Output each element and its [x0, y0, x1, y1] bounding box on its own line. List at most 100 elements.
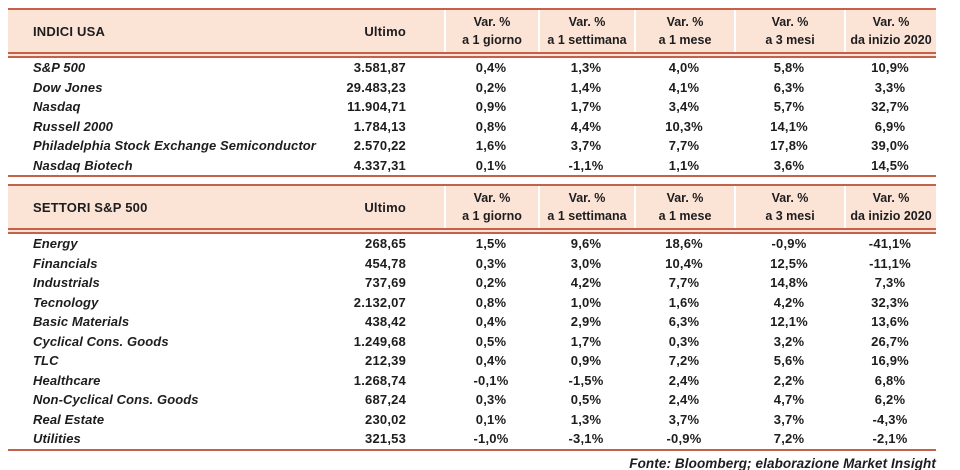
row-label: Basic Materials: [33, 314, 130, 330]
var-value: -2,1%: [872, 431, 908, 447]
var-value: 32,7%: [871, 99, 909, 115]
var-value: 2,4%: [668, 372, 700, 388]
var-value: -1,1%: [568, 157, 604, 173]
var-value: 14,1%: [770, 118, 808, 134]
var-value: 0,5%: [570, 392, 602, 408]
var-value: -1,5%: [568, 372, 604, 388]
column-header-var-1-settimana: Var. % a 1 settimana: [538, 10, 634, 52]
var-value: 4,1%: [668, 79, 700, 95]
var-value: 1,3%: [570, 411, 602, 427]
table-row: Tecnology 2.132,07 0,8% 1,0% 1,6% 4,2% 32,3%: [8, 293, 936, 313]
var-value: 2,9%: [570, 314, 602, 330]
var-value: 7,7%: [668, 138, 700, 154]
var-value: 3,7%: [773, 411, 805, 427]
settori-sp500-body: Energy 268,65 1,5% 9,6% 18,6% -0,9% -41,1% Fina…: [8, 234, 936, 451]
table-row: Cyclical Cons. Goods 1.249,68 0,5% 1,7% 0,3%…: [8, 332, 936, 352]
var-value: 0,1%: [475, 411, 507, 427]
var-value: 16,9%: [871, 353, 909, 369]
var-value: 0,3%: [475, 255, 507, 271]
var-value: 7,7%: [668, 275, 700, 291]
table-row: Energy 268,65 1,5% 9,6% 18,6% -0,9% -41,1%: [8, 234, 936, 254]
var-value: -4,3%: [872, 411, 908, 427]
var-value: 2,4%: [668, 392, 700, 408]
column-header-var-1-mese: Var. % a 1 mese: [634, 10, 734, 52]
var-value: 26,7%: [871, 333, 909, 349]
row-label: Tecnology: [33, 294, 99, 310]
var-value: 7,2%: [773, 431, 805, 447]
column-header-ultimo: Ultimo: [364, 199, 406, 215]
ultimo-value: 737,69: [365, 275, 406, 291]
ultimo-value: 29.483,23: [346, 79, 406, 95]
table-gap: [8, 177, 952, 184]
row-label: TLC: [33, 353, 59, 369]
row-label: Real Estate: [33, 411, 105, 427]
var-value: 39,0%: [871, 138, 909, 154]
indici-usa-header-row: INDICI USA Ultimo Var. % a 1 giorno Var.…: [8, 8, 936, 58]
var-value: 12,1%: [770, 314, 808, 330]
var-value: 1,3%: [570, 60, 602, 76]
table-row: Financials 454,78 0,3% 3,0% 10,4% 12,5% -11,1%: [8, 254, 936, 274]
var-value: -41,1%: [868, 236, 912, 252]
row-label: Energy: [33, 236, 78, 252]
var-value: 10,3%: [665, 118, 703, 134]
var-value: -0,9%: [771, 236, 807, 252]
var-value: 18,6%: [665, 236, 703, 252]
var-value: 6,9%: [874, 118, 906, 134]
row-label: Philadelphia Stock Exchange Semiconducto…: [33, 138, 316, 154]
var-value: 5,6%: [773, 353, 805, 369]
var-value: 10,4%: [665, 255, 703, 271]
row-label: Russell 2000: [33, 118, 113, 134]
var-value: 6,3%: [668, 314, 700, 330]
ultimo-value: 1.249,68: [353, 333, 406, 349]
ultimo-value: 454,78: [365, 255, 406, 271]
column-header-var-3-mesi: Var. % a 3 mesi: [734, 10, 844, 52]
var-value: -3,1%: [568, 431, 604, 447]
var-value: 9,6%: [570, 236, 602, 252]
ultimo-value: 212,39: [365, 353, 406, 369]
var-value: 4,4%: [570, 118, 602, 134]
var-value: 4,2%: [773, 294, 805, 310]
var-value: 0,9%: [475, 99, 507, 115]
column-header-var-3-mesi: Var. % a 3 mesi: [734, 186, 844, 228]
table-row: Nasdaq Biotech 4.337,31 0,1% -1,1% 1,1% 3,6% 1…: [8, 156, 936, 176]
var-value: 1,5%: [475, 236, 507, 252]
indici-usa-body: S&P 500 3.581,87 0,4% 1,3% 4,0% 5,8% 10,9% Dow …: [8, 58, 936, 177]
ultimo-value: 1.268,74: [353, 372, 406, 388]
var-value: 0,8%: [475, 118, 507, 134]
ultimo-value: 3.581,87: [353, 60, 406, 76]
table-title: INDICI USA: [33, 23, 106, 39]
row-label: Nasdaq: [33, 99, 81, 115]
var-value: 0,4%: [475, 353, 507, 369]
var-value: 3,0%: [570, 255, 602, 271]
var-value: 0,3%: [668, 333, 700, 349]
var-value: 4,2%: [570, 275, 602, 291]
var-value: 0,4%: [475, 314, 507, 330]
ultimo-value: 1.784,13: [353, 118, 406, 134]
table-row: Real Estate 230,02 0,1% 1,3% 3,7% 3,7% -4,3%: [8, 410, 936, 430]
var-value: -1,0%: [473, 431, 509, 447]
column-header-var-1-mese: Var. % a 1 mese: [634, 186, 734, 228]
var-value: 7,2%: [668, 353, 700, 369]
var-value: 3,2%: [773, 333, 805, 349]
table-row: Non-Cyclical Cons. Goods 687,24 0,3% 0,5% 2,…: [8, 390, 936, 410]
var-value: 0,3%: [475, 392, 507, 408]
settori-sp500-table: SETTORI S&P 500 Ultimo Var. % a 1 giorno…: [8, 184, 936, 451]
table-row: Utilities 321,53 -1,0% -3,1% -0,9% 7,2% -2,1%: [8, 429, 936, 449]
table-row: Nasdaq 11.904,71 0,9% 1,7% 3,4% 5,7% 32,7%: [8, 97, 936, 117]
ultimo-value: 438,42: [365, 314, 406, 330]
var-value: 0,8%: [475, 294, 507, 310]
var-value: 0,1%: [475, 157, 507, 173]
var-value: 10,9%: [871, 60, 909, 76]
ultimo-value: 687,24: [365, 392, 406, 408]
ultimo-value: 2.570,22: [353, 138, 406, 154]
var-value: 1,0%: [570, 294, 602, 310]
source-note: Fonte: Bloomberg; elaborazione Market In…: [629, 455, 936, 470]
row-label: Industrials: [33, 275, 100, 291]
indici-usa-table: INDICI USA Ultimo Var. % a 1 giorno Var.…: [8, 8, 936, 177]
row-label: Non-Cyclical Cons. Goods: [33, 392, 199, 408]
var-value: -0,9%: [666, 431, 702, 447]
var-value: 5,7%: [773, 99, 805, 115]
ultimo-value: 4.337,31: [353, 157, 406, 173]
var-value: 3,4%: [668, 99, 700, 115]
